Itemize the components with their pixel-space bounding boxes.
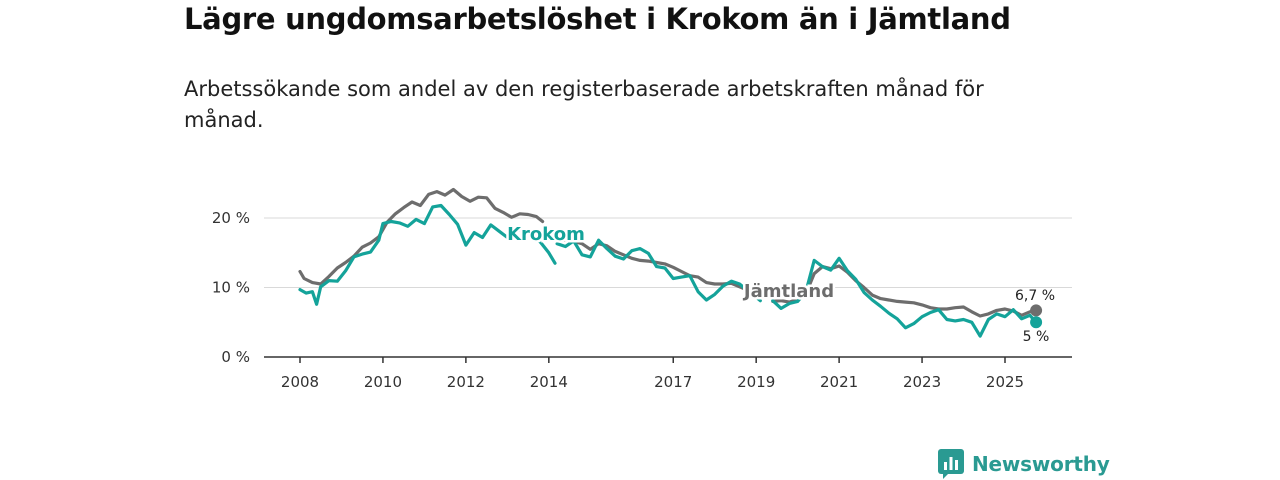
series-line-krokom xyxy=(555,238,762,303)
end-value-label-krokom: 5 % xyxy=(1023,329,1050,345)
series-label-krokom: Krokom xyxy=(507,224,585,245)
y-tick-label: 0 % xyxy=(221,348,250,366)
x-tick-label: 2017 xyxy=(654,373,692,391)
chart-title: Lägre ungdomsarbetslöshet i Krokom än i … xyxy=(184,2,1011,36)
x-tick-label: 2025 xyxy=(986,373,1024,391)
x-tick-label: 2019 xyxy=(737,373,775,391)
end-point-krokom xyxy=(1030,316,1043,329)
x-tick-label: 2010 xyxy=(364,373,402,391)
series-line-krokom xyxy=(298,203,557,306)
brand-name: Newsworthy xyxy=(972,452,1110,476)
newsworthy-logo-icon xyxy=(938,449,964,479)
x-tick-label: 2021 xyxy=(820,373,858,391)
series-label-jamtland: Jämtland xyxy=(742,281,834,302)
series-line-jamtland xyxy=(771,264,1038,318)
series-line-jamtland xyxy=(298,187,545,286)
x-tick-label: 2023 xyxy=(903,373,941,391)
y-tick-label: 20 % xyxy=(212,209,250,227)
newsworthy-brand[interactable]: Newsworthy xyxy=(938,449,1110,479)
end-point-jamtland xyxy=(1030,304,1043,317)
series-line-krokom xyxy=(771,256,1038,338)
y-tick-label: 10 % xyxy=(212,279,250,297)
chart-subtitle: Arbetssökande som andel av den registerb… xyxy=(184,77,984,132)
end-value-label-jamtland: 6,7 % xyxy=(1015,288,1055,304)
x-tick-label: 2014 xyxy=(530,373,568,391)
x-tick-label: 2012 xyxy=(447,373,485,391)
x-tick-label: 2008 xyxy=(281,373,319,391)
